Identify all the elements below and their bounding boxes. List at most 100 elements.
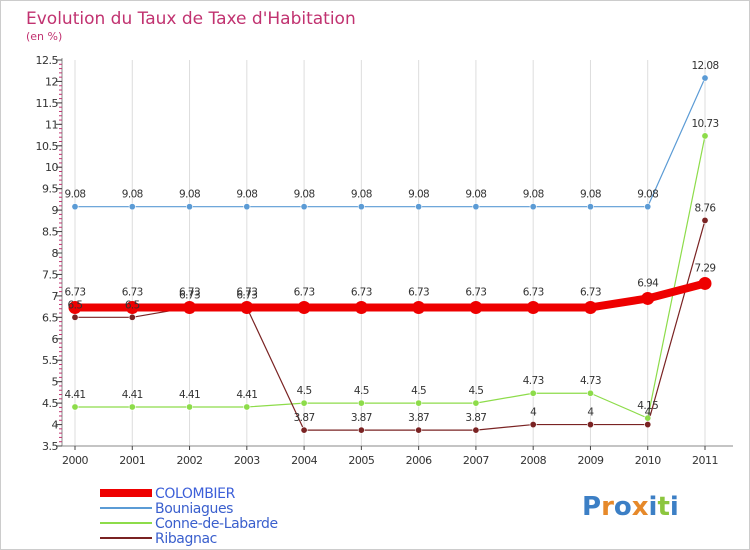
data-label-bouniagues: 9.08 [122, 189, 143, 201]
y-tick-label: 12 [45, 75, 58, 88]
data-point-bouniagues [357, 203, 365, 211]
x-tick-label: 2000 [62, 454, 88, 467]
y-tick-label: 9 [52, 204, 59, 217]
y-tick-label: 9.5 [42, 183, 58, 196]
data-point-conne-de-labarde [300, 399, 308, 407]
data-label-conne-de-labarde: 4.5 [354, 385, 369, 397]
y-tick-label: 8 [52, 247, 59, 260]
data-label-conne-de-labarde: 4.41 [122, 389, 143, 401]
data-point-colombier [125, 300, 139, 314]
x-axis-ticks: 2000 2001 2002 2003 2004 2005 2006 2007 2008 2009… [62, 454, 719, 467]
y-tick-label: 7 [52, 290, 59, 303]
x-tick-label: 2008 [520, 454, 546, 467]
y-tick-label: 11.5 [36, 97, 59, 110]
data-point-bouniagues [186, 203, 194, 211]
y-tick-label: 4.5 [42, 397, 58, 410]
axes [56, 58, 733, 450]
y-tick-label: 10 [45, 161, 58, 174]
data-point-bouniagues [586, 203, 594, 211]
data-point-bouniagues [71, 203, 79, 211]
data-label-conne-de-labarde: 4.41 [65, 389, 86, 401]
y-tick-label: 5.5 [42, 354, 58, 367]
data-point-colombier [297, 300, 311, 314]
x-tick-label: 2009 [577, 454, 603, 467]
data-point-conne-de-labarde [701, 132, 709, 140]
legend-swatch-colombier [100, 489, 152, 497]
legend-label-colombier: COLOMBIER [155, 486, 236, 502]
data-label-ribagnac: 4 [530, 407, 537, 419]
data-label-colombier: 6.73 [408, 286, 429, 298]
data-point-ribagnac [529, 421, 537, 429]
data-label-ribagnac: 3.87 [351, 412, 372, 424]
data-label-conne-de-labarde: 4.41 [236, 389, 257, 401]
data-point-colombier [469, 300, 483, 314]
data-label-bouniagues: 9.08 [637, 189, 658, 201]
data-point-colombier [68, 300, 82, 314]
data-label-bouniagues: 9.08 [351, 189, 372, 201]
data-label-ribagnac: 4 [645, 407, 652, 419]
data-label-conne-de-labarde: 4.5 [411, 385, 426, 397]
data-point-ribagnac [644, 421, 652, 429]
y-axis-ticks: 3.5 4 4.5 5 5.5 6 6.5 7 7.5 8 8.5 9 9.5 10 10.5 11 11.5 1… [36, 54, 60, 453]
series-line-colombier [71, 279, 709, 312]
series-points [68, 74, 712, 434]
data-point-ribagnac [357, 426, 365, 434]
data-point-conne-de-labarde [71, 403, 79, 411]
x-tick-label: 2003 [234, 454, 260, 467]
data-label-colombier: 6.94 [637, 277, 659, 289]
data-label-ribagnac: 3.87 [408, 412, 429, 424]
data-point-ribagnac [415, 426, 423, 434]
data-point-colombier [412, 300, 426, 314]
data-point-bouniagues [300, 203, 308, 211]
x-tick-label: 2001 [119, 454, 145, 467]
data-point-ribagnac [300, 426, 308, 434]
data-label-bouniagues: 9.08 [408, 189, 429, 201]
data-label-bouniagues: 9.08 [179, 189, 200, 201]
data-label-ribagnac: 3.87 [294, 412, 315, 424]
data-point-bouniagues [529, 203, 537, 211]
y-tick-label: 12.5 [36, 54, 59, 67]
data-point-conne-de-labarde [243, 403, 251, 411]
legend-label-ribagnac: Ribagnac [155, 531, 217, 547]
proxiti-letter: P [582, 492, 601, 522]
data-label-conne-de-labarde: 4.15 [637, 400, 658, 412]
y-tick-label: 4 [52, 419, 59, 432]
data-label-colombier: 6.73 [65, 286, 86, 298]
data-point-bouniagues [243, 203, 251, 211]
data-label-conne-de-labarde: 4.73 [523, 375, 544, 387]
x-tick-label: 2002 [177, 454, 203, 467]
data-point-bouniagues [472, 203, 480, 211]
data-point-ribagnac [71, 313, 79, 321]
data-label-ribagnac: 6.5 [125, 299, 140, 311]
data-point-bouniagues [644, 203, 652, 211]
legend: COLOMBIERBouniaguesConne-de-LabardeRibag… [100, 486, 278, 547]
proxiti-wordmark: Proxiti [582, 492, 679, 522]
data-label-colombier: 6.73 [294, 286, 315, 298]
legend-label-bouniagues: Bouniagues [155, 501, 233, 517]
y-tick-label: 8.5 [42, 226, 58, 239]
data-point-ribagnac [701, 216, 709, 224]
data-point-conne-de-labarde [128, 403, 136, 411]
data-label-conne-de-labarde: 10.73 [691, 118, 718, 130]
data-label-colombier: 7.29 [695, 262, 716, 274]
chart-subtitle: (en %) [26, 30, 62, 43]
data-point-colombier [698, 276, 712, 290]
proxiti-letter: i [649, 492, 658, 522]
series-lines [71, 77, 709, 431]
x-tick-label: 2004 [291, 454, 317, 467]
data-label-bouniagues: 9.08 [294, 189, 315, 201]
x-tick-label: 2011 [692, 454, 718, 467]
data-label-colombier: 6.73 [236, 286, 257, 298]
grid-lines [74, 60, 706, 446]
data-label-colombier: 6.73 [523, 286, 544, 298]
y-tick-label: 11 [45, 118, 58, 131]
data-point-conne-de-labarde [586, 389, 594, 397]
data-labels: 6.73 6.73 6.73 6.73 6.73 6.73 6.73 6.73 6.73 6.73… [65, 60, 720, 424]
data-label-colombier: 6.73 [580, 286, 601, 298]
data-label-bouniagues: 9.08 [465, 189, 486, 201]
data-point-colombier [526, 300, 540, 314]
data-label-colombier: 6.73 [351, 286, 372, 298]
